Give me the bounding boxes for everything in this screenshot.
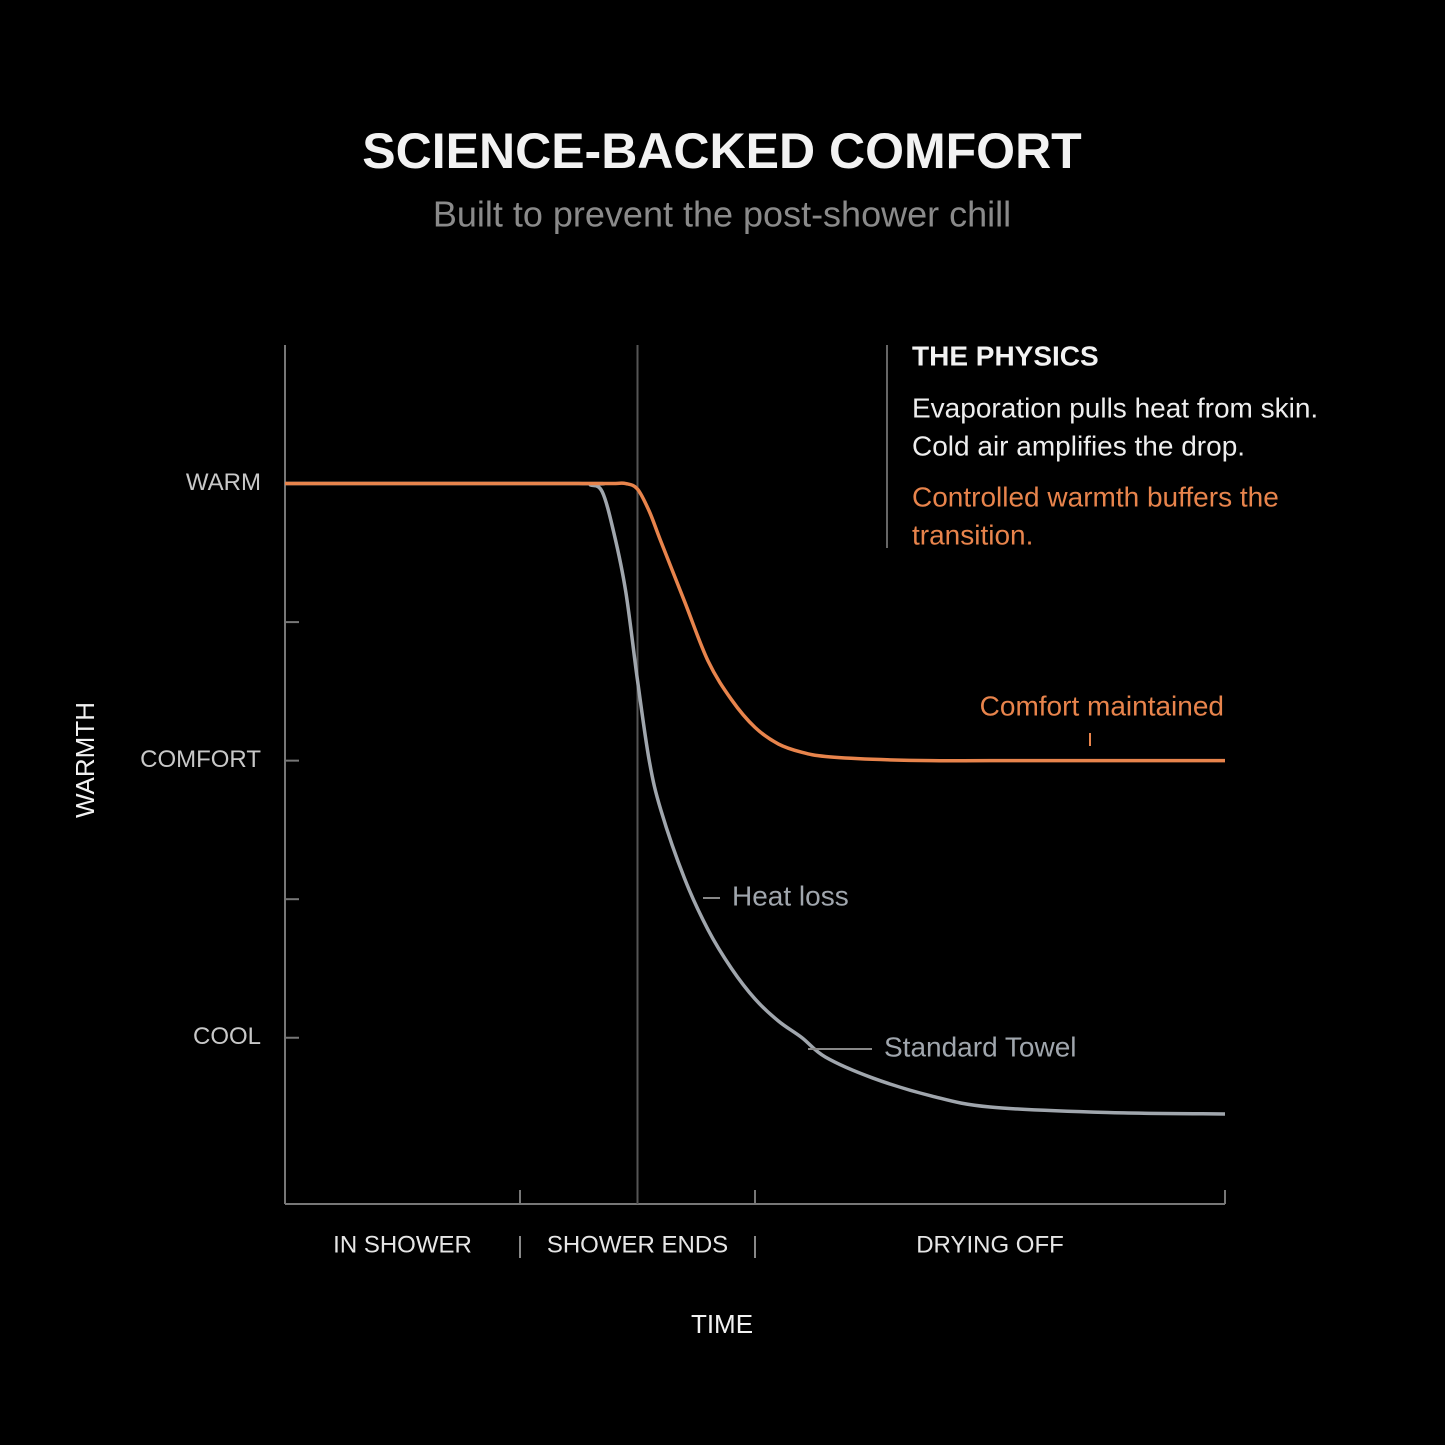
series-label: Standard Towel <box>884 1031 1077 1062</box>
phase-label: IN SHOWER <box>333 1231 472 1258</box>
physics-text: Evaporation pulls heat from skin. <box>912 392 1318 423</box>
phase-label: SHOWER ENDS <box>547 1231 728 1258</box>
x-axis-label: TIME <box>691 1309 753 1339</box>
series-line <box>284 481 1226 1116</box>
physics-highlight: transition. <box>912 519 1033 550</box>
series-line <box>285 481 1225 763</box>
series-label: Comfort maintained <box>980 690 1224 721</box>
y-tick-label: COOL <box>193 1023 261 1050</box>
y-axis-label: WARMTH <box>70 702 100 818</box>
annotation: Heat loss <box>732 880 849 911</box>
chart-subtitle: Built to prevent the post-shower chill <box>433 194 1011 235</box>
physics-title: THE PHYSICS <box>912 340 1099 371</box>
y-tick-label: WARM <box>186 469 261 496</box>
phase-label: DRYING OFF <box>916 1231 1064 1258</box>
y-tick-label: COMFORT <box>140 746 261 773</box>
physics-highlight: Controlled warmth buffers the <box>912 481 1279 512</box>
physics-text: Cold air amplifies the drop. <box>912 430 1245 461</box>
chart-title: SCIENCE-BACKED COMFORT <box>362 123 1081 179</box>
